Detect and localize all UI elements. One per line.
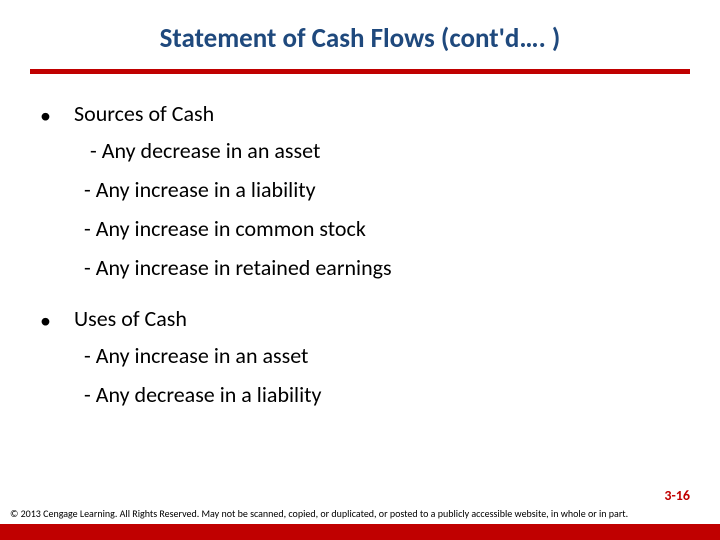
slide-number: 3-16 (664, 487, 690, 504)
sub-item: - Any increase in an asset (40, 342, 680, 369)
bottom-accent-bar (0, 524, 720, 540)
sub-item: - Any increase in a liability (40, 176, 680, 203)
copyright-text: © 2013 Cengage Learning. All Rights Rese… (10, 507, 710, 520)
sub-item: - Any decrease in a liability (40, 381, 680, 408)
bullet-icon: • (40, 310, 74, 332)
sub-item: - Any increase in common stock (40, 215, 680, 242)
slide-title: Statement of Cash Flows (cont'd…. ) (0, 0, 720, 69)
sub-item: - Any decrease in an asset (40, 137, 680, 164)
bullet-icon: • (40, 105, 74, 127)
bullet-item-sources: • Sources of Cash (40, 100, 680, 127)
bullet-heading: Sources of Cash (74, 100, 214, 127)
bullet-heading: Uses of Cash (74, 305, 187, 332)
slide-content: • Sources of Cash - Any decrease in an a… (0, 74, 720, 408)
bullet-item-uses: • Uses of Cash (40, 305, 680, 332)
sub-item: - Any increase in retained earnings (40, 254, 680, 281)
